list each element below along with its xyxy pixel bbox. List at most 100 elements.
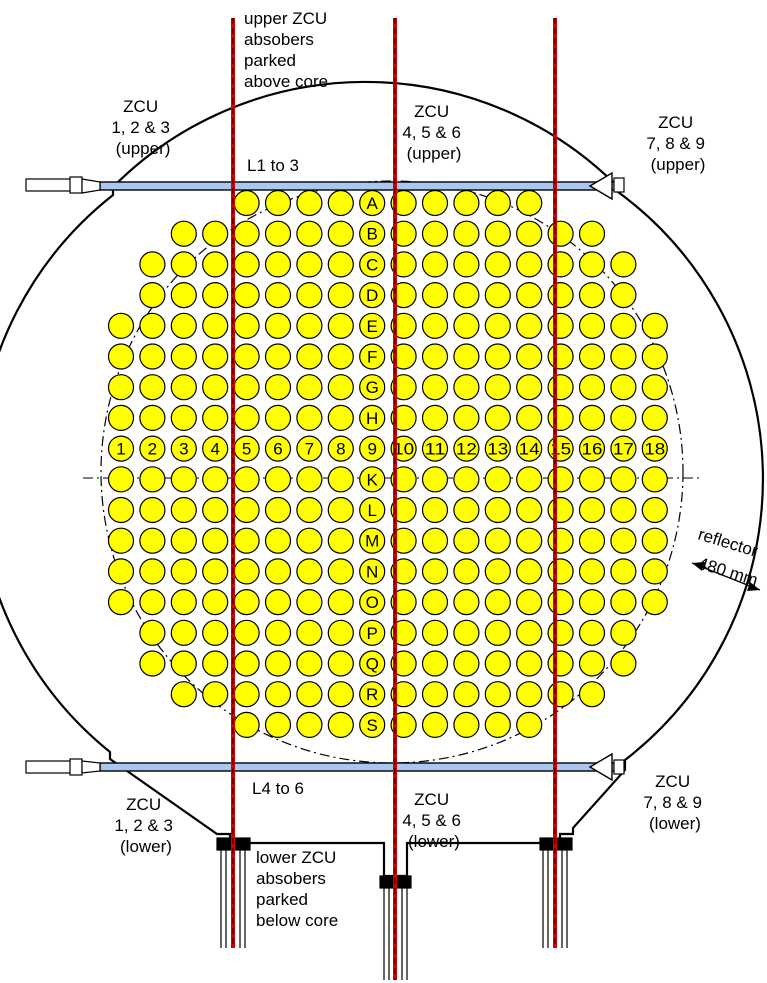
fuel-channel-M17 <box>611 528 636 553</box>
fuel-channel-E16 <box>580 313 605 338</box>
column-label-8: 8 <box>336 440 345 459</box>
fuel-channel-N18 <box>642 559 667 584</box>
fuel-channel-E8 <box>328 313 353 338</box>
fuel-channel-R3 <box>171 682 196 707</box>
fuel-channel-G12 <box>454 375 479 400</box>
fuel-channel-N6 <box>266 559 291 584</box>
fuel-channel-G4 <box>203 375 228 400</box>
fuel-channel-G1 <box>109 375 134 400</box>
fuel-channel-P7 <box>297 620 322 645</box>
zcu-123-upper-label: ZCU 1, 2 & 3 (upper) <box>111 97 174 158</box>
fuel-channel-C15 <box>548 252 573 277</box>
fuel-channel-D6 <box>266 283 291 308</box>
fuel-channel-L15 <box>548 498 573 523</box>
fuel-channel-D14 <box>517 283 542 308</box>
fuel-channel-C6 <box>266 252 291 277</box>
lower-absorbers-label: lower ZCU absobers parked below core <box>256 848 341 930</box>
fuel-channel-D7 <box>297 283 322 308</box>
fuel-channel-O14 <box>517 590 542 615</box>
tube-lower <box>26 754 624 780</box>
fuel-channel-B6 <box>266 221 291 246</box>
fuel-channel-K7 <box>297 467 322 492</box>
fuel-channel-R13 <box>485 682 510 707</box>
fuel-channel-Q6 <box>266 651 291 676</box>
fuel-channel-F18 <box>642 344 667 369</box>
fuel-channel-N8 <box>328 559 353 584</box>
fuel-channel-B11 <box>423 221 448 246</box>
fuel-channel-G18 <box>642 375 667 400</box>
column-label-17: 17 <box>613 440 634 459</box>
fuel-channel-C4 <box>203 252 228 277</box>
fuel-channel-E5 <box>234 313 259 338</box>
fuel-channel-C7 <box>297 252 322 277</box>
fuel-channel-K17 <box>611 467 636 492</box>
fuel-channel-B12 <box>454 221 479 246</box>
column-label-2: 2 <box>148 440 157 459</box>
fuel-channel-L17 <box>611 498 636 523</box>
fuel-channel-Q16 <box>580 651 605 676</box>
row-label-F: F <box>367 348 377 367</box>
fuel-channel-P13 <box>485 620 510 645</box>
fuel-channel-B4 <box>203 221 228 246</box>
fuel-channel-N4 <box>203 559 228 584</box>
fuel-channel-L1 <box>109 498 134 523</box>
fuel-channel-F5 <box>234 344 259 369</box>
fuel-channel-S8 <box>328 712 353 737</box>
fuel-channel-D13 <box>485 283 510 308</box>
fuel-channel-Q11 <box>423 651 448 676</box>
fuel-channel-C13 <box>485 252 510 277</box>
fuel-channel-B13 <box>485 221 510 246</box>
fuel-channel-R7 <box>297 682 322 707</box>
row-label-G: G <box>366 378 379 397</box>
fuel-channel-P16 <box>580 620 605 645</box>
fuel-channel-D5 <box>234 283 259 308</box>
fuel-channel-E11 <box>423 313 448 338</box>
fuel-channel-B5 <box>234 221 259 246</box>
fuel-channel-S13 <box>485 712 510 737</box>
column-label-14: 14 <box>519 440 540 459</box>
fuel-channel-M6 <box>266 528 291 553</box>
fuel-channel-L5 <box>234 498 259 523</box>
fuel-channel-A5 <box>234 191 259 216</box>
fuel-channel-P6 <box>266 620 291 645</box>
row-label-N: N <box>366 562 378 581</box>
fuel-channel-O2 <box>140 590 165 615</box>
row-label-L: L <box>367 501 376 520</box>
fuel-channel-H16 <box>580 405 605 430</box>
fuel-channel-E7 <box>297 313 322 338</box>
fuel-channel-E15 <box>548 313 573 338</box>
fuel-channel-L12 <box>454 498 479 523</box>
fuel-channel-E17 <box>611 313 636 338</box>
row-label-H: H <box>366 409 378 428</box>
tube-upper-label: L1 to 3 <box>247 156 299 175</box>
fuel-channel-E13 <box>485 313 510 338</box>
fuel-channel-B7 <box>297 221 322 246</box>
fuel-channel-M4 <box>203 528 228 553</box>
fuel-channel-N11 <box>423 559 448 584</box>
fuel-channel-O16 <box>580 590 605 615</box>
fuel-channel-R14 <box>517 682 542 707</box>
fuel-channel-O13 <box>485 590 510 615</box>
fuel-channel-E2 <box>140 313 165 338</box>
fuel-channel-E1 <box>109 313 134 338</box>
row-label-R: R <box>366 685 378 704</box>
fuel-channel-G8 <box>328 375 353 400</box>
column-label-13: 13 <box>487 440 508 459</box>
fuel-channel-C17 <box>611 252 636 277</box>
column-label-3: 3 <box>179 440 188 459</box>
fuel-channel-L16 <box>580 498 605 523</box>
fuel-channel-A7 <box>297 191 322 216</box>
fuel-channel-O17 <box>611 590 636 615</box>
fuel-channel-R12 <box>454 682 479 707</box>
fuel-channel-O15 <box>548 590 573 615</box>
fuel-channel-K4 <box>203 467 228 492</box>
fuel-channel-P11 <box>423 620 448 645</box>
fuel-channel-K1 <box>109 467 134 492</box>
fuel-channel-H14 <box>517 405 542 430</box>
fuel-channel-L8 <box>328 498 353 523</box>
fuel-channel-L6 <box>266 498 291 523</box>
fuel-channel-S11 <box>423 712 448 737</box>
fuel-channel-N12 <box>454 559 479 584</box>
fuel-channel-C8 <box>328 252 353 277</box>
fuel-channel-S5 <box>234 712 259 737</box>
